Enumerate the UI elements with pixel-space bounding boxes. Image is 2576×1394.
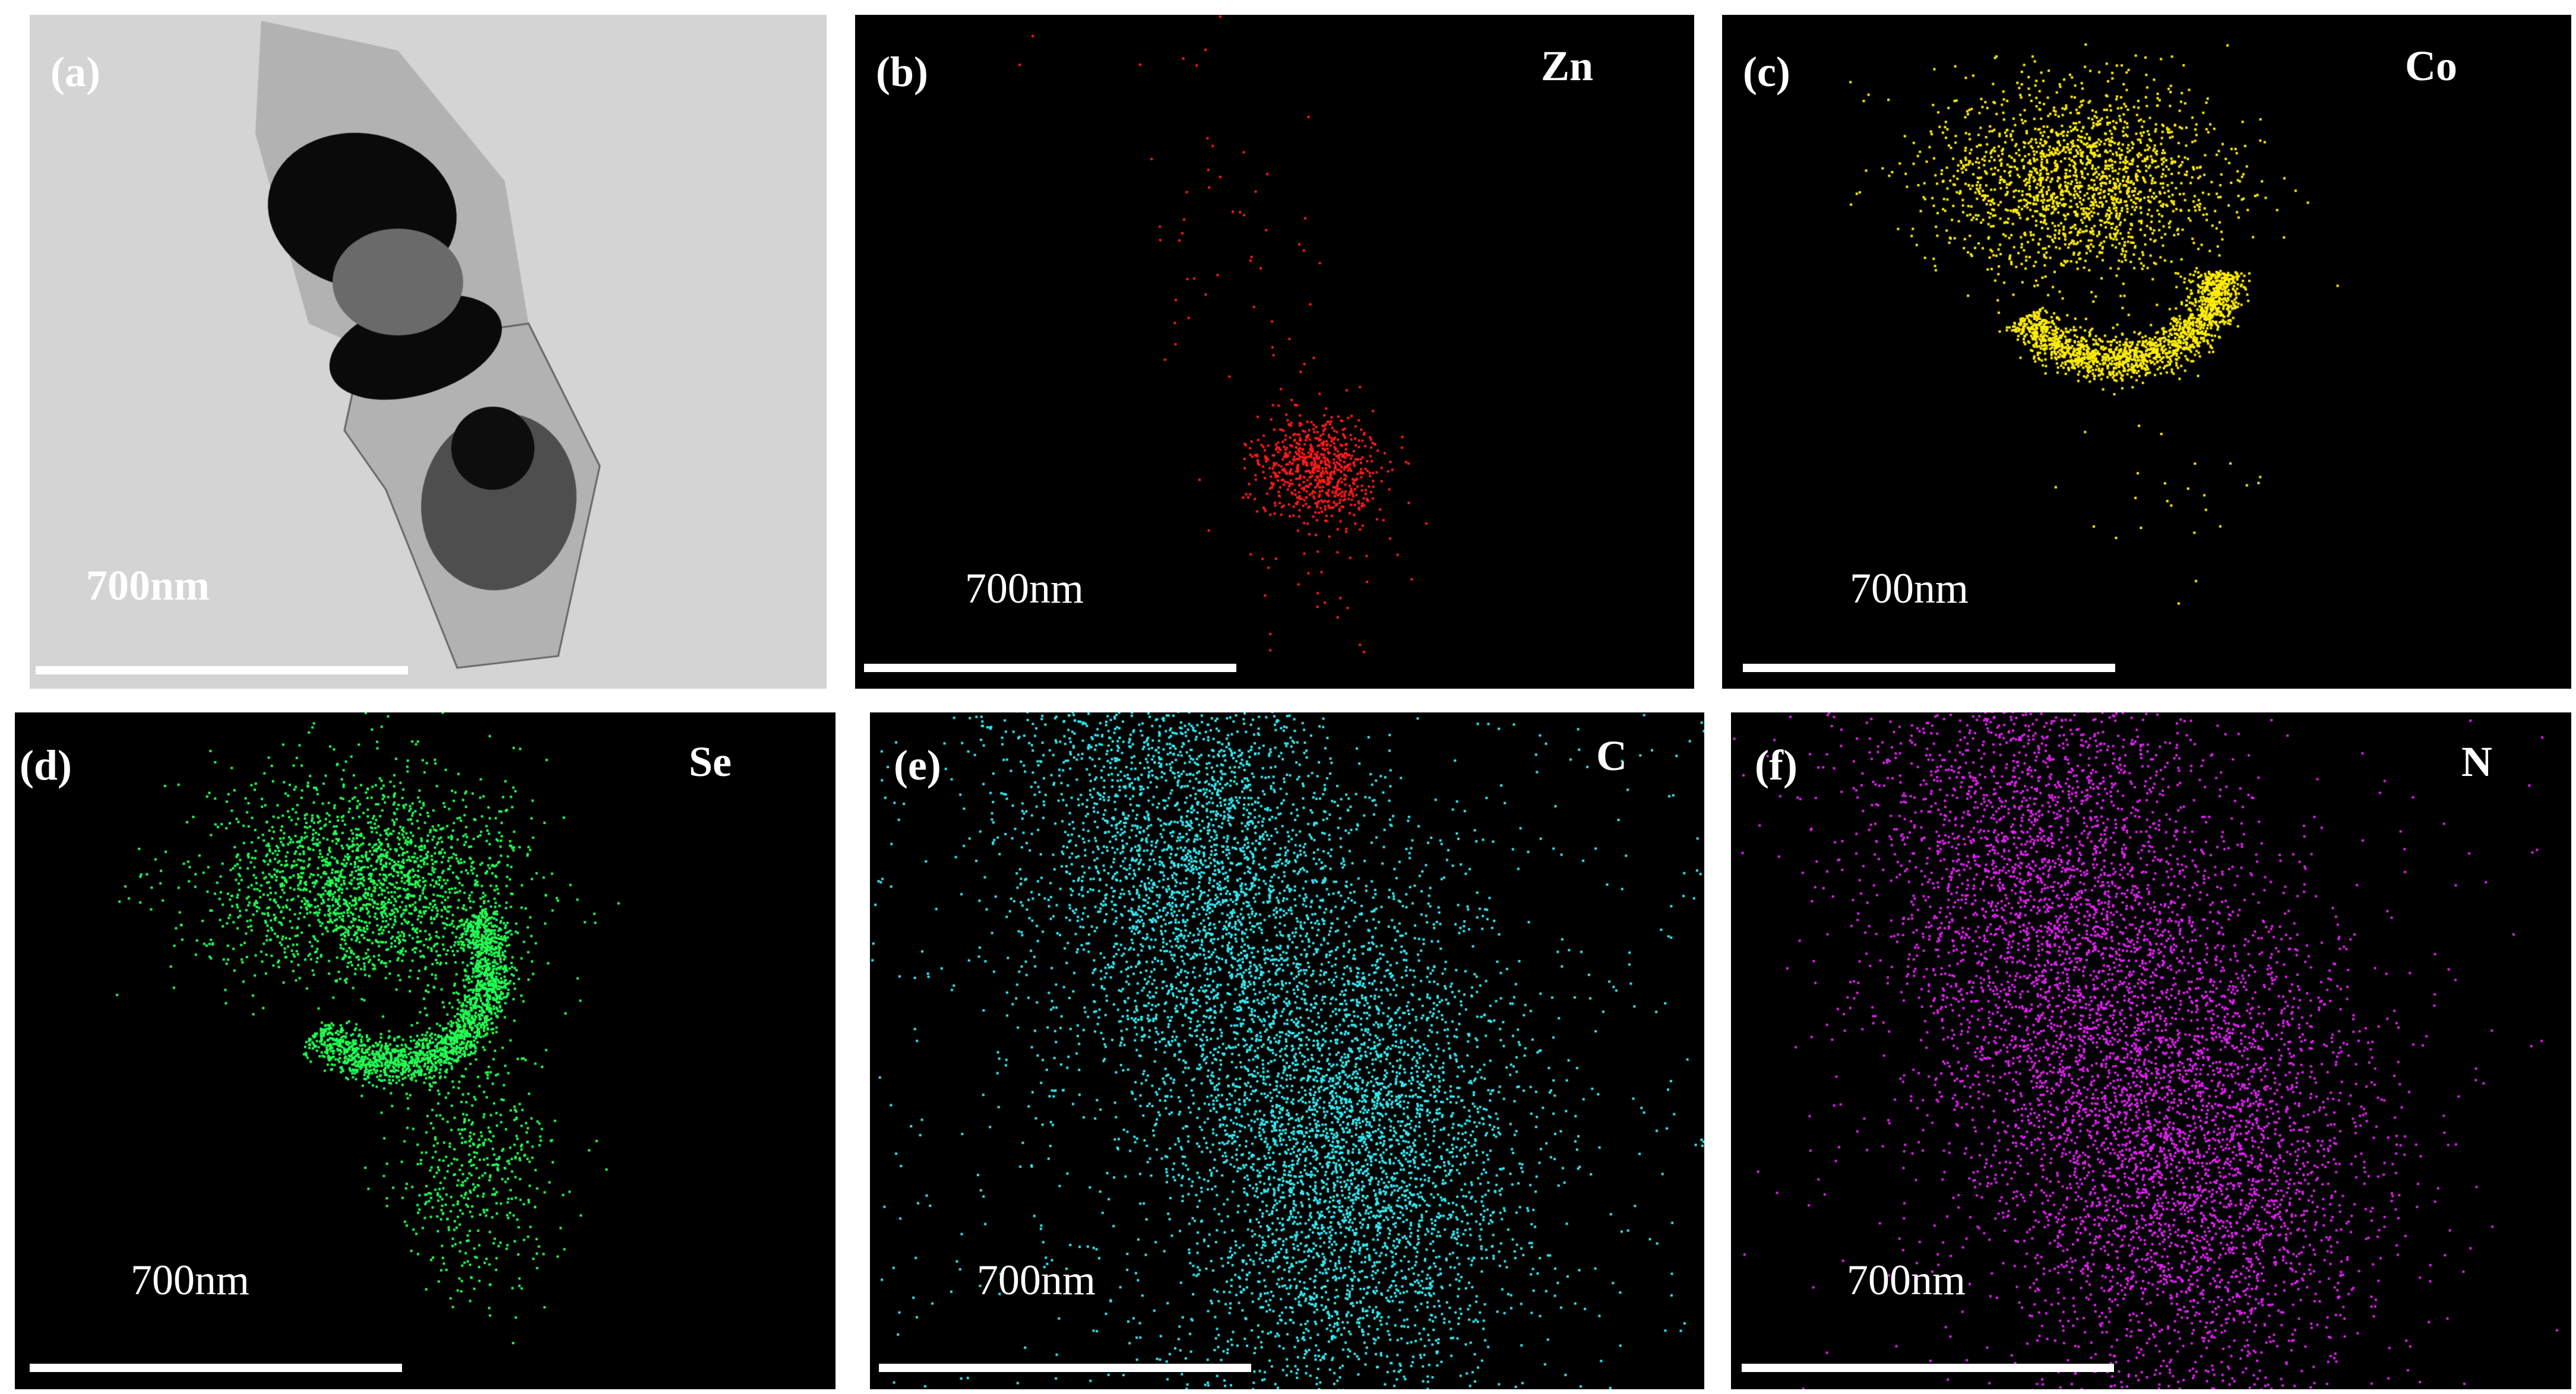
panel-f-label: (f) — [1755, 742, 1797, 789]
panel-c-co-map: (c) Co 700nm — [1722, 15, 2571, 689]
se-map-canvas — [15, 712, 836, 1389]
tem-image-canvas — [30, 15, 827, 689]
panel-c-scale-text: 700nm — [1850, 565, 1969, 612]
panel-b-scale-bar — [864, 664, 1236, 672]
panel-e-scale-text: 700nm — [977, 1256, 1096, 1304]
panel-d-scale-bar — [30, 1364, 402, 1372]
panel-b-label: (b) — [876, 48, 928, 96]
panel-d-label: (d) — [20, 742, 72, 789]
panel-d-element-label: Se — [689, 738, 732, 785]
panel-a-scale-text: 700nm — [86, 562, 210, 609]
zn-map-canvas — [855, 15, 1694, 689]
panel-e-c-map: (e) C 700nm — [870, 712, 1704, 1389]
panel-a-label: (a) — [50, 48, 100, 96]
panel-d-scale-text: 700nm — [131, 1256, 250, 1304]
panel-f-element-label: N — [2461, 738, 2492, 785]
panel-f-scale-text: 700nm — [1847, 1256, 1966, 1304]
c-map-canvas — [870, 712, 1704, 1389]
panel-b-scale-text: 700nm — [965, 565, 1084, 612]
panel-a-scale-bar — [36, 666, 408, 674]
panel-d-se-map: (d) Se 700nm — [15, 712, 836, 1389]
panel-a-tem-image: (a) 700nm — [30, 15, 827, 689]
co-map-canvas — [1722, 15, 2571, 689]
panel-f-n-map: (f) N 700nm — [1731, 712, 2571, 1389]
panel-e-scale-bar — [879, 1364, 1251, 1372]
panel-c-label: (c) — [1743, 48, 1790, 96]
panel-c-element-label: Co — [2405, 42, 2457, 90]
panel-b-element-label: Zn — [1541, 42, 1594, 90]
panel-b-zn-map: (b) Zn 700nm — [855, 15, 1694, 689]
n-map-canvas — [1731, 712, 2571, 1389]
panel-e-label: (e) — [894, 742, 941, 789]
panel-f-scale-bar — [1742, 1364, 2114, 1372]
panel-c-scale-bar — [1743, 664, 2115, 672]
panel-e-element-label: C — [1596, 732, 1627, 780]
